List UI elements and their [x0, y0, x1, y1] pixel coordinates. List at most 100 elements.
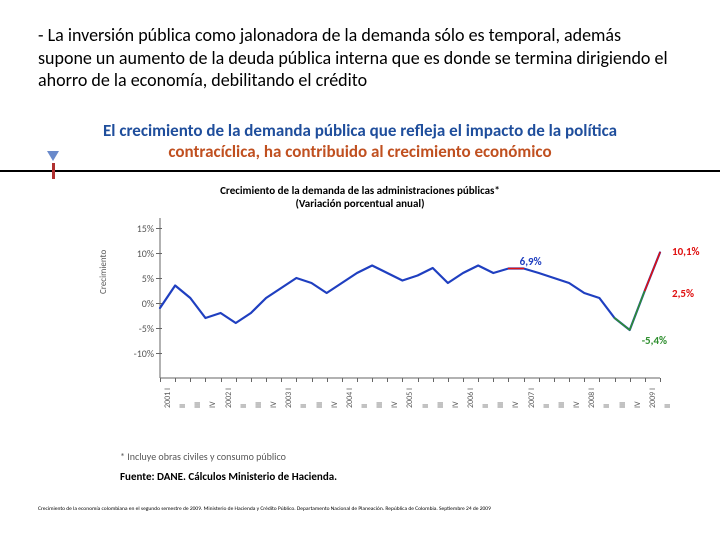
x-tick-mark — [190, 378, 191, 382]
chart-headline: El crecimiento de la demanda pública que… — [40, 120, 680, 163]
x-tick-label: II — [360, 404, 370, 408]
rule-marker-icon — [52, 163, 55, 179]
chart-title: Crecimiento de la demanda de las adminis… — [0, 184, 720, 210]
x-tick-mark — [175, 378, 176, 382]
x-tick-label: II — [421, 404, 431, 408]
x-tick-label: III — [315, 402, 325, 408]
x-tick-mark — [433, 378, 434, 382]
x-tick-label: IV — [208, 401, 218, 408]
x-tick-label: II — [178, 404, 188, 408]
y-tick-label: 5% — [120, 272, 154, 285]
headline-line2: contracíclica, ha contribuido al crecimi… — [168, 141, 551, 162]
x-tick-label: 2003 I — [284, 388, 294, 408]
x-tick-mark — [296, 378, 297, 382]
x-tick-mark — [357, 378, 358, 382]
x-tick-label: IV — [572, 401, 582, 408]
x-tick-mark — [205, 378, 206, 382]
x-tick-label: 2007 I — [527, 388, 537, 408]
y-tick-mark — [156, 328, 162, 329]
x-tick-label: II — [542, 404, 552, 408]
x-tick-mark — [524, 378, 525, 382]
chart-line — [160, 253, 660, 331]
chart-callout: 6,9% — [520, 255, 542, 268]
y-tick-label: 15% — [120, 222, 154, 235]
x-tick-mark — [236, 378, 237, 382]
x-tick-label: IV — [269, 401, 279, 408]
chart-title-line1: Crecimiento de la demanda de las adminis… — [220, 184, 500, 197]
x-tick-mark — [630, 378, 631, 382]
y-tick-mark — [156, 353, 162, 354]
x-tick-mark — [478, 378, 479, 382]
x-tick-mark — [342, 378, 343, 382]
x-tick-label: 2004 I — [345, 388, 355, 408]
y-tick-mark — [156, 303, 162, 304]
footer-citation: Crecimiento de la economía colombiana en… — [38, 506, 698, 512]
x-tick-mark — [251, 378, 252, 382]
x-tick-mark — [448, 378, 449, 382]
x-tick-label: II — [663, 404, 673, 408]
x-tick-mark — [387, 378, 388, 382]
x-tick-mark — [372, 378, 373, 382]
y-tick-label: -10% — [120, 347, 154, 360]
x-tick-mark — [312, 378, 313, 382]
x-tick-mark — [266, 378, 267, 382]
x-tick-mark — [327, 378, 328, 382]
x-tick-label: III — [375, 402, 385, 408]
x-tick-label: III — [618, 402, 628, 408]
x-tick-label: III — [496, 402, 506, 408]
y-axis-label: Crecimiento — [98, 250, 109, 294]
plot-region: -10%-5%0%5%10%15%2001 IIIIIIIV2002 IIIII… — [160, 218, 660, 378]
x-tick-label: 2008 I — [587, 388, 597, 408]
chart-line — [615, 291, 645, 331]
x-tick-label: II — [299, 404, 309, 408]
x-tick-mark — [584, 378, 585, 382]
x-tick-label: II — [481, 404, 491, 408]
chart-callout: -5,4% — [642, 334, 667, 347]
x-tick-mark — [402, 378, 403, 382]
y-tick-label: 10% — [120, 247, 154, 260]
body-paragraph: - La inversión pública como jalonadora d… — [38, 24, 678, 92]
x-tick-label: IV — [390, 401, 400, 408]
x-tick-mark — [221, 378, 222, 382]
chart-title-line2: (Variación porcentual anual) — [295, 197, 424, 210]
y-tick-label: -5% — [120, 322, 154, 335]
x-tick-label: 2009 I — [648, 388, 658, 408]
chart-callout: 10,1% — [672, 245, 700, 258]
x-tick-label: 2001 I — [163, 388, 173, 408]
x-tick-mark — [160, 378, 161, 382]
x-tick-mark — [493, 378, 494, 382]
x-tick-mark — [281, 378, 282, 382]
x-tick-label: III — [193, 402, 203, 408]
x-tick-label: III — [254, 402, 264, 408]
x-tick-label: 2005 I — [405, 388, 415, 408]
x-tick-mark — [463, 378, 464, 382]
chart-area: Crecimiento -10%-5%0%5%10%15%2001 IIIIII… — [120, 218, 680, 418]
x-tick-label: IV — [451, 401, 461, 408]
divider-rule — [0, 170, 720, 172]
x-tick-mark — [508, 378, 509, 382]
x-tick-mark — [554, 378, 555, 382]
x-tick-mark — [645, 378, 646, 382]
y-tick-mark — [156, 253, 162, 254]
x-tick-label: II — [239, 404, 249, 408]
x-tick-label: III — [557, 402, 567, 408]
chart-source: Fuente: DANE. Cálculos Ministerio de Hac… — [120, 470, 337, 483]
chart-note: * Incluye obras civiles y consumo públic… — [120, 450, 286, 463]
y-tick-mark — [156, 228, 162, 229]
x-tick-label: 2002 I — [224, 388, 234, 408]
y-tick-mark — [156, 278, 162, 279]
x-tick-mark — [569, 378, 570, 382]
x-tick-mark — [418, 378, 419, 382]
y-tick-label: 0% — [120, 297, 154, 310]
chart-callout: 2,5% — [672, 287, 694, 300]
x-tick-mark — [599, 378, 600, 382]
x-tick-mark — [615, 378, 616, 382]
x-tick-mark — [660, 378, 661, 382]
x-tick-label: IV — [633, 401, 643, 408]
headline-line1: El crecimiento de la demanda pública que… — [103, 120, 617, 141]
x-tick-label: IV — [330, 401, 340, 408]
x-tick-label: II — [602, 404, 612, 408]
x-tick-label: 2006 I — [466, 388, 476, 408]
x-tick-label: III — [436, 402, 446, 408]
x-tick-label: IV — [511, 401, 521, 408]
